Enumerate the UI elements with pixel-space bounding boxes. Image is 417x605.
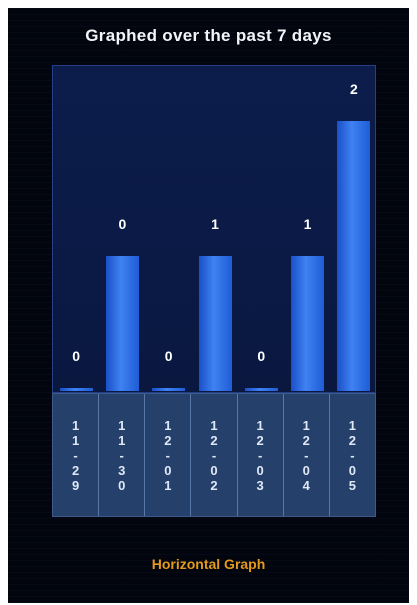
x-tick-char: - — [119, 447, 124, 463]
x-tick-char: 1 — [118, 417, 126, 433]
x-tick-char: 0 — [348, 462, 357, 478]
x-tick-char: - — [350, 447, 355, 463]
bar-12-04 — [291, 256, 325, 391]
bar-11-29 — [59, 388, 93, 391]
bar-12-05 — [337, 121, 371, 391]
footer-link[interactable]: Horizontal Graph — [151, 556, 266, 572]
x-tick-char: 1 — [256, 417, 264, 433]
x-tick-char: - — [257, 447, 263, 463]
x-tick-char: 2 — [210, 477, 218, 493]
x-tick-char: 1 — [210, 417, 218, 433]
x-tick-char: 2 — [210, 432, 218, 448]
x-tick-char: 1 — [302, 417, 310, 433]
x-tick-char: 4 — [302, 477, 310, 493]
value-label: 2 — [349, 81, 358, 97]
value-label: 0 — [257, 348, 266, 364]
x-tick-char: 0 — [302, 462, 310, 478]
plot-area: 0 0 0 1 0 1 2 — [52, 65, 376, 393]
value-label: 0 — [72, 348, 81, 364]
value-label: 1 — [211, 216, 219, 232]
x-tick-char: - — [73, 447, 78, 463]
x-tick-char: 3 — [256, 477, 264, 493]
x-tick-char: 1 — [71, 432, 80, 448]
bars-layer: 0 0 0 1 0 1 2 — [53, 66, 377, 394]
x-tick-char: 1 — [71, 417, 80, 433]
chart-title: Graphed over the past 7 days — [85, 26, 332, 45]
x-tick-char: 2 — [71, 462, 80, 478]
x-tick-char: 0 — [164, 462, 172, 478]
value-label: 0 — [164, 348, 173, 364]
x-tick-char: 1 — [348, 417, 357, 433]
x-tick-char: 2 — [256, 432, 264, 448]
x-tick-char: 2 — [164, 432, 172, 448]
value-label: 0 — [118, 216, 127, 232]
x-tick-char: 1 — [118, 432, 126, 448]
x-tick-char: 5 — [348, 477, 357, 493]
x-tick-char: 2 — [348, 432, 357, 448]
value-label: 1 — [303, 216, 312, 232]
x-tick-char: 1 — [164, 417, 172, 433]
x-tick-char: 2 — [302, 432, 310, 448]
x-tick-char: 0 — [118, 477, 126, 493]
x-tick-char: 3 — [118, 462, 126, 478]
bar-11-30 — [105, 256, 139, 391]
x-tick-char: 1 — [164, 477, 172, 493]
x-tick-char: - — [211, 447, 217, 463]
x-tick-char: - — [165, 447, 171, 463]
x-tick-char: 0 — [256, 462, 264, 478]
x-tick-char: 9 — [71, 477, 80, 493]
x-tick-char: - — [304, 447, 309, 463]
x-tick-char: 0 — [210, 462, 218, 478]
bar-12-01 — [152, 388, 186, 391]
bar-12-02 — [198, 256, 232, 391]
bar-12-03 — [244, 388, 278, 391]
